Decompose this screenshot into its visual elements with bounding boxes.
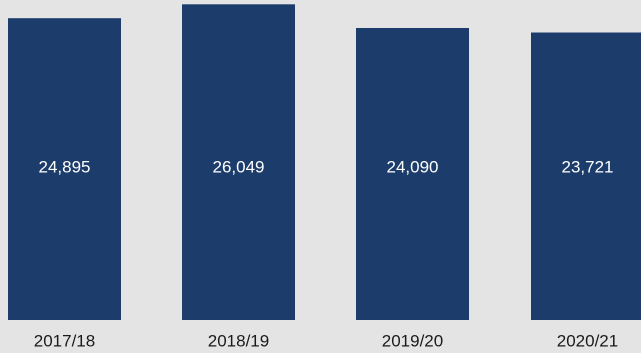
bar-value-label: 26,049 [213, 157, 265, 176]
bar-2020/21 [531, 32, 641, 320]
bar-2019/20 [356, 28, 469, 320]
bar-2017/18 [8, 18, 121, 320]
x-tick-label: 2019/20 [382, 331, 443, 350]
bars-group [8, 4, 641, 321]
x-tick-label: 2020/21 [557, 331, 618, 350]
x-axis-tick-labels: 2017/18 2018/19 2019/20 2020/21 [34, 331, 618, 350]
bar-value-label: 24,090 [387, 157, 439, 176]
x-tick-label: 2018/19 [208, 331, 269, 350]
x-tick-label: 2017/18 [34, 331, 95, 350]
bar-value-label: 23,721 [562, 157, 614, 176]
bar-value-label: 24,895 [39, 157, 91, 176]
value-labels-group: 24,895 26,049 24,090 23,721 [39, 157, 614, 176]
bar-2018/19 [182, 4, 295, 321]
